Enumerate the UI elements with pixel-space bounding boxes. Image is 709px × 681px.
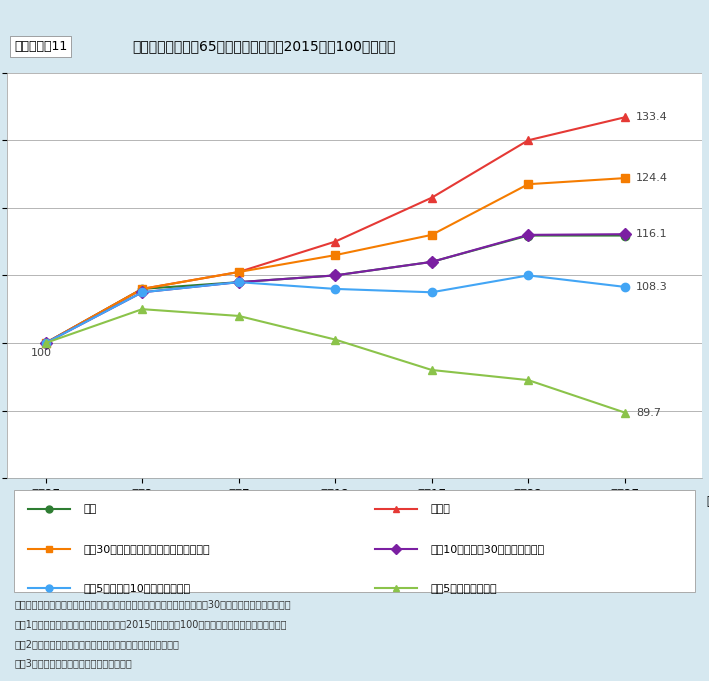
全国 xyxy=(138,285,147,293)
Text: 大都市: 大都市 xyxy=(431,505,451,514)
人口5万人未満の都市 xyxy=(620,409,629,417)
人口30万人以上の都市（大都市を除く） xyxy=(235,268,243,276)
人口10万人以上30万人未満の都市 xyxy=(41,339,50,347)
Line: 人口10万人以上30万人未満の都市: 人口10万人以上30万人未満の都市 xyxy=(42,230,629,347)
Text: 133.4: 133.4 xyxy=(636,112,668,123)
Line: 人口5万人未満の都市: 人口5万人未満の都市 xyxy=(42,305,629,417)
Line: 人口5万人以上10万人未満の都市: 人口5万人以上10万人未満の都市 xyxy=(42,271,629,347)
Text: 124.4: 124.4 xyxy=(636,173,669,183)
人口5万人未満の都市 xyxy=(428,366,436,374)
人口10万人以上30万人未満の都市 xyxy=(428,258,436,266)
Line: 人口30万人以上の都市（大都市を除く）: 人口30万人以上の都市（大都市を除く） xyxy=(42,174,629,347)
人口5万人以上10万人未満の都市 xyxy=(524,271,532,279)
全国 xyxy=(620,232,629,240)
Line: 大都市: 大都市 xyxy=(42,113,629,347)
人口5万人未満の都市 xyxy=(235,312,243,320)
大都市 xyxy=(331,238,340,246)
人口5万人以上10万人未満の都市 xyxy=(331,285,340,293)
大都市 xyxy=(428,193,436,202)
人口30万人以上の都市（大都市を除く） xyxy=(620,174,629,183)
全国 xyxy=(331,271,340,279)
人口5万人以上10万人未満の都市 xyxy=(235,278,243,286)
Text: 116.1: 116.1 xyxy=(636,229,668,239)
大都市 xyxy=(620,113,629,121)
Text: 全国: 全国 xyxy=(84,505,96,514)
Text: 図１－１－11: 図１－１－11 xyxy=(14,40,67,53)
人口5万人未満の都市 xyxy=(524,376,532,384)
Text: （注3）福島県のデータは含まれていない。: （注3）福島県のデータは含まれていない。 xyxy=(14,659,132,669)
人口30万人以上の都市（大都市を除く） xyxy=(524,180,532,188)
大都市 xyxy=(138,285,147,293)
人口30万人以上の都市（大都市を除く） xyxy=(138,285,147,293)
人口30万人以上の都市（大都市を除く） xyxy=(428,231,436,239)
Text: （年）: （年） xyxy=(707,495,709,508)
全国 xyxy=(235,278,243,286)
人口5万人以上10万人未満の都市 xyxy=(138,288,147,296)
人口5万人以上10万人未満の都市 xyxy=(41,339,50,347)
人口5万人未満の都市 xyxy=(331,336,340,344)
人口5万人以上10万人未満の都市 xyxy=(620,283,629,291)
全国 xyxy=(41,339,50,347)
Text: 89.7: 89.7 xyxy=(636,407,661,417)
人口5万人未満の都市 xyxy=(138,305,147,313)
Text: （注2）「大都市」は、東京都区部及び政令指定都市を指す。: （注2）「大都市」は、東京都区部及び政令指定都市を指す。 xyxy=(14,639,179,649)
大都市 xyxy=(524,136,532,144)
人口10万人以上30万人未満の都市 xyxy=(620,230,629,238)
Line: 全国: 全国 xyxy=(42,232,629,347)
Text: 108.3: 108.3 xyxy=(636,282,668,292)
Text: 資料：国立社会保障・人口問題研究所「日本の地域別将来推計人口（平成30年推計）」をもとに作成。: 資料：国立社会保障・人口問題研究所「日本の地域別将来推計人口（平成30年推計）」… xyxy=(14,600,291,609)
Text: 人口30万人以上の都市（大都市を除く）: 人口30万人以上の都市（大都市を除く） xyxy=(84,543,210,554)
人口10万人以上30万人未満の都市 xyxy=(138,288,147,296)
Text: 人口5万人以上10万人未満の都市: 人口5万人以上10万人未満の都市 xyxy=(84,583,191,593)
Text: （注1）各カテゴリーごとに総計を求め、2015年の人口を100とし、各年の人口を指数化した。: （注1）各カテゴリーごとに総計を求め、2015年の人口を100とし、各年の人口を… xyxy=(14,619,286,629)
人口30万人以上の都市（大都市を除く） xyxy=(331,251,340,259)
大都市 xyxy=(41,339,50,347)
人口10万人以上30万人未満の都市 xyxy=(524,231,532,239)
全国 xyxy=(428,258,436,266)
FancyBboxPatch shape xyxy=(14,490,695,592)
人口10万人以上30万人未満の都市 xyxy=(331,271,340,279)
人口5万人以上10万人未満の都市 xyxy=(428,288,436,296)
全国 xyxy=(524,232,532,240)
人口30万人以上の都市（大都市を除く） xyxy=(41,339,50,347)
大都市 xyxy=(235,268,243,276)
人口10万人以上30万人未満の都市 xyxy=(235,278,243,286)
Text: 都市規模別にみた65歳以上人口指数（2015年＝100）の推移: 都市規模別にみた65歳以上人口指数（2015年＝100）の推移 xyxy=(132,39,396,54)
Text: 人口10万人以上30万人未満の都市: 人口10万人以上30万人未満の都市 xyxy=(431,543,545,554)
Text: 100: 100 xyxy=(31,349,52,358)
Text: 人口5万人未満の都市: 人口5万人未満の都市 xyxy=(431,583,498,593)
人口5万人未満の都市 xyxy=(41,339,50,347)
